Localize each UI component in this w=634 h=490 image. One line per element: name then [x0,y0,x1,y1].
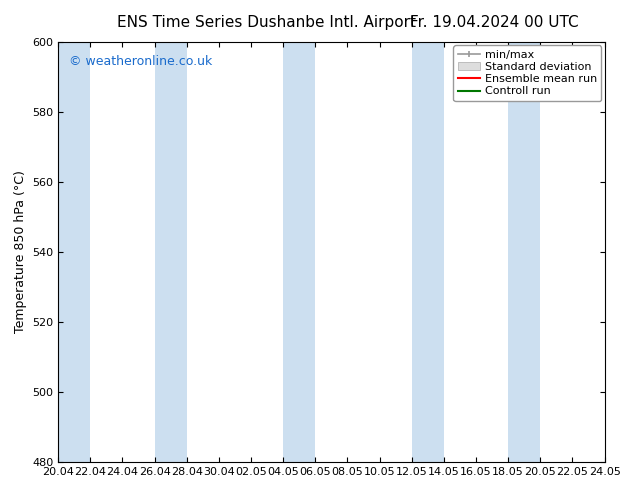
Text: ENS Time Series Dushanbe Intl. Airport: ENS Time Series Dushanbe Intl. Airport [117,15,416,30]
Text: © weatheronline.co.uk: © weatheronline.co.uk [69,54,212,68]
Bar [155,42,187,462]
Text: Fr. 19.04.2024 00 UTC: Fr. 19.04.2024 00 UTC [410,15,579,30]
Bar [411,42,444,462]
Bar [58,42,90,462]
Bar [508,42,540,462]
Legend: min/max, Standard deviation, Ensemble mean run, Controll run: min/max, Standard deviation, Ensemble me… [453,46,601,101]
Bar [283,42,315,462]
Y-axis label: Temperature 850 hPa (°C): Temperature 850 hPa (°C) [13,171,27,333]
